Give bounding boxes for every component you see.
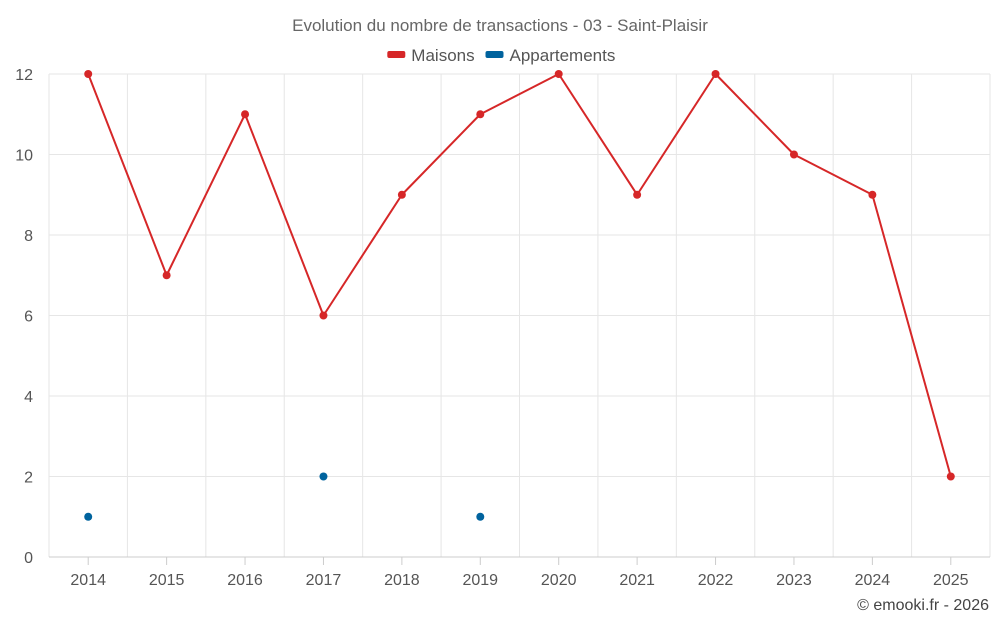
data-point-appartements [84,512,93,521]
x-axis: 2014 2015 2016 2017 2018 2019 2020 2021 2022 2023… [49,556,990,589]
data-point-maisons [162,271,171,280]
data-point-maisons [241,110,250,119]
y-tick-label: 8 [24,228,33,245]
data-point-maisons [711,70,720,78]
data-point-appartements [476,512,485,521]
y-tick-label: 2 [24,470,33,487]
grid [48,73,991,557]
chart-title: Evolution du nombre de transactions - 03… [292,16,708,35]
y-tick-label: 6 [24,309,33,326]
y-tick-label: 10 [15,148,33,165]
x-tick-label: 2024 [855,572,891,589]
data-point-maisons [319,311,328,320]
legend-swatch [387,51,406,58]
y-tick-label: 12 [15,67,33,84]
y-axis: 0 2 4 6 8 10 12 [15,67,33,567]
data-point-maisons [476,110,485,119]
data-point-maisons [633,190,642,199]
legend-label: Appartements [510,46,616,65]
series-layer [84,70,955,521]
x-tick-label: 2023 [776,572,812,589]
y-tick-label: 0 [24,550,33,567]
series-line-maisons [87,73,952,477]
x-tick-label: 2014 [70,572,106,589]
data-point-maisons [554,70,563,78]
y-tick-label: 4 [24,389,33,406]
x-tick-label: 2025 [933,572,969,589]
x-tick-label: 2021 [619,572,655,589]
legend-label: Maisons [411,46,474,65]
legend: Maisons Appartements [387,46,615,65]
data-point-maisons [868,190,877,199]
data-point-maisons [946,472,955,481]
legend-swatch [485,51,504,58]
data-point-maisons [84,70,93,78]
legend-item-maisons[interactable]: Maisons [387,46,475,65]
x-tick-label: 2016 [227,572,263,589]
x-tick-label: 2015 [149,572,185,589]
data-point-appartements [319,472,328,481]
x-tick-label: 2017 [306,572,342,589]
legend-item-appartements[interactable]: Appartements [485,46,616,65]
x-tick-label: 2019 [462,572,498,589]
data-point-maisons [789,150,798,159]
x-tick-label: 2020 [541,572,577,589]
data-point-maisons [397,190,406,199]
x-tick-label: 2022 [698,572,734,589]
x-tick-label: 2018 [384,572,420,589]
credit-text: © emooki.fr - 2026 [857,597,989,614]
